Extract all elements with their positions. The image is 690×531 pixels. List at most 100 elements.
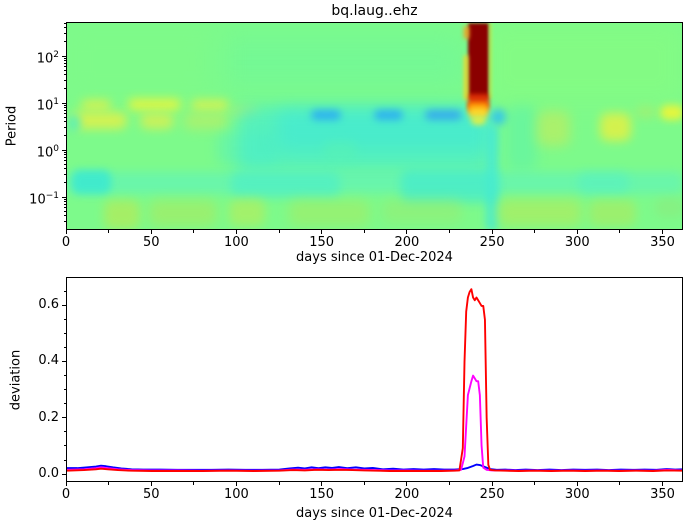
y-minor-tick	[63, 135, 66, 137]
y-minor-tick	[63, 163, 66, 165]
x-tick	[235, 230, 237, 234]
bottom-x-axis-label: days since 01-Dec-2024	[296, 506, 453, 521]
heatmap-blob	[469, 107, 488, 119]
y-tick	[62, 196, 66, 198]
x-tick-label: 0	[61, 487, 71, 502]
x-minor-tick	[108, 230, 110, 233]
x-tick-label: 250	[479, 487, 505, 502]
heatmap-blob	[322, 141, 357, 162]
red-deviation-line	[67, 288, 682, 472]
heatmap-blob	[67, 23, 229, 101]
y-minor-tick	[63, 74, 66, 76]
heatmap-blob	[191, 100, 229, 110]
x-minor-tick	[363, 482, 365, 485]
y-minor-tick	[63, 88, 66, 90]
y-minor-tick	[63, 332, 66, 334]
heatmap-blob	[128, 99, 182, 110]
x-minor-tick	[534, 230, 536, 233]
eruption-plume	[467, 23, 489, 99]
y-minor-tick	[63, 346, 66, 348]
y-minor-tick	[63, 215, 66, 217]
heatmap-blob	[140, 112, 175, 129]
x-minor-tick	[278, 230, 280, 233]
y-minor-tick	[63, 403, 66, 405]
top-x-axis-label: days since 01-Dec-2024	[296, 250, 453, 265]
y-minor-tick	[63, 41, 66, 43]
y-minor-tick	[63, 104, 66, 106]
y-tick	[62, 149, 66, 151]
y-tick-label: 100	[36, 144, 59, 161]
heatmap-blob	[486, 23, 682, 104]
heatmap-blob	[470, 116, 487, 126]
y-minor-tick	[63, 116, 66, 118]
x-tick	[406, 482, 408, 486]
x-minor-tick	[193, 482, 195, 485]
heatmap-blob	[464, 55, 469, 101]
y-minor-tick	[63, 107, 66, 109]
spectrogram-heatmap	[67, 23, 682, 229]
y-minor-tick	[63, 109, 66, 111]
heatmap-blob	[80, 100, 112, 110]
x-tick-label: 50	[142, 235, 160, 250]
y-minor-tick	[63, 65, 66, 67]
x-tick	[491, 230, 493, 234]
y-minor-tick	[63, 151, 66, 153]
heatmap-blob	[464, 25, 470, 40]
heatmap-blob	[228, 199, 265, 227]
spectrogram-plot	[66, 22, 683, 230]
heatmap-blob	[104, 200, 141, 229]
x-minor-tick	[108, 482, 110, 485]
x-tick	[662, 230, 664, 234]
x-tick	[150, 482, 152, 486]
y-minor-tick	[63, 210, 66, 212]
x-tick-label: 250	[479, 235, 505, 250]
x-minor-tick	[619, 482, 621, 485]
x-tick	[576, 482, 578, 486]
x-tick-label: 0	[61, 235, 71, 250]
y-minor-tick	[63, 127, 66, 129]
y-tick-label: 0.2	[38, 409, 59, 425]
x-tick-label: 200	[394, 487, 420, 502]
heatmap-blob	[578, 172, 630, 195]
x-tick	[662, 482, 664, 486]
y-minor-tick	[63, 221, 66, 223]
heatmap-blob	[67, 114, 81, 133]
y-minor-tick	[63, 459, 66, 461]
x-tick-label: 350	[650, 235, 675, 250]
heatmap-blob	[382, 200, 463, 223]
x-tick-label: 200	[394, 235, 420, 250]
heatmap-blob	[498, 199, 582, 227]
y-minor-tick	[63, 121, 66, 123]
y-minor-tick	[63, 159, 66, 161]
heatmap-blob	[600, 112, 632, 142]
y-tick-label: 102	[36, 50, 59, 67]
heatmap-blob	[655, 198, 682, 217]
y-minor-tick	[63, 80, 66, 82]
x-tick-label: 350	[650, 487, 675, 502]
heatmap-blob	[72, 169, 112, 195]
x-minor-tick	[448, 230, 450, 233]
x-minor-tick	[448, 482, 450, 485]
x-tick-label: 300	[564, 235, 590, 250]
heatmap-blob	[288, 200, 371, 227]
x-tick-label: 300	[564, 487, 590, 502]
y-minor-tick	[63, 389, 66, 391]
y-tick	[62, 417, 66, 419]
x-minor-tick	[278, 482, 280, 485]
heatmap-blob	[203, 34, 468, 90]
x-minor-tick	[619, 230, 621, 233]
x-minor-tick	[534, 482, 536, 485]
x-tick	[235, 482, 237, 486]
x-tick	[576, 230, 578, 234]
y-tick-label: 101	[36, 97, 59, 114]
y-minor-tick	[63, 201, 66, 203]
y-tick-label: 0.6	[38, 297, 59, 313]
heatmap-blob	[537, 111, 570, 146]
y-minor-tick	[63, 62, 66, 64]
y-minor-tick	[63, 27, 66, 29]
heatmap-blob	[148, 200, 217, 227]
y-tick-label: 10−1	[29, 191, 59, 208]
x-minor-tick	[363, 230, 365, 233]
heatmap-blob	[588, 200, 637, 227]
